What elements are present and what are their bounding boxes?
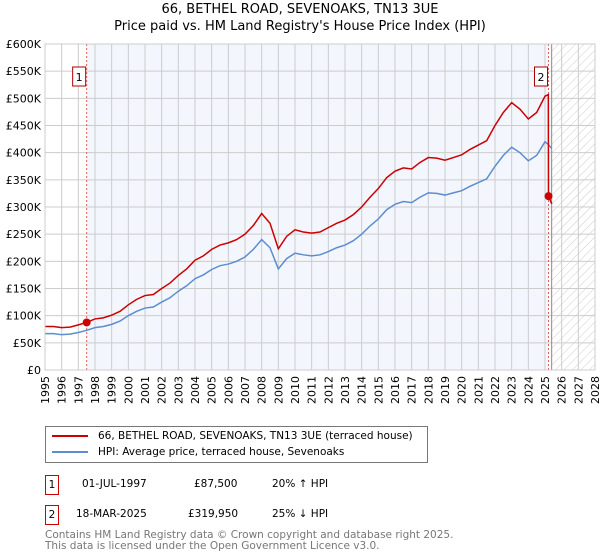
transaction-badge: 1 [45, 475, 59, 495]
y-tick-label: £450K [6, 120, 42, 133]
property-price-line [45, 93, 553, 329]
x-tick-label: 2000 [122, 376, 135, 404]
transaction-badge: 2 [45, 505, 59, 525]
chart-subtitle: Price paid vs. HM Land Registry's House … [114, 19, 486, 34]
hpi-line [45, 140, 553, 336]
x-tick-label: 2023 [506, 376, 519, 404]
x-tick-label: 2010 [289, 376, 302, 404]
footer-licence: This data is licensed under the Open Gov… [45, 540, 380, 552]
sale-label-box [72, 66, 87, 87]
footer-copyright: Contains HM Land Registry data © Crown c… [45, 529, 454, 541]
transaction-row: 2 18-MAR-2025 £319,950 25% ↓ HPI [45, 505, 445, 525]
x-tick-label: 2026 [556, 376, 569, 404]
sale-point [544, 192, 553, 201]
x-tick-label: 2011 [306, 376, 319, 404]
price-chart: 1995 1996 1997 1998 1999 2000 2001 2002 2003 2004… [6, 38, 600, 404]
transaction-date: 18-MAR-2025 [76, 508, 147, 520]
legend-swatch-red [52, 435, 88, 437]
x-tick-label: 1999 [106, 376, 119, 404]
y-tick-label: £600K [6, 38, 42, 51]
x-tick-label: 2012 [322, 376, 335, 404]
x-tick-label: 2020 [456, 376, 469, 404]
y-tick-label: £150K [6, 283, 42, 296]
y-tick-label: £50K [13, 337, 42, 350]
y-tick-label: £200K [6, 255, 42, 268]
x-tick-label: 2021 [472, 376, 485, 404]
chart-legend: 66, BETHEL ROAD, SEVENOAKS, TN13 3UE (te… [45, 426, 428, 463]
legend-item-hpi: HPI: Average price, terraced house, Seve… [52, 446, 344, 458]
x-tick-label: 2015 [372, 376, 385, 404]
x-tick-label: 2008 [256, 376, 269, 404]
sale-point [82, 318, 91, 327]
x-tick-label: 2014 [356, 376, 369, 404]
sale-label: 1 [76, 71, 83, 84]
transaction-hpi: 20% ↑ HPI [272, 478, 329, 490]
x-tick-label: 2005 [206, 376, 219, 404]
legend-swatch-blue [52, 451, 88, 453]
legend-label-property: 66, BETHEL ROAD, SEVENOAKS, TN13 3UE (te… [98, 430, 413, 442]
x-tick-label: 2025 [539, 376, 552, 404]
x-tick-label: 1995 [39, 376, 52, 404]
y-tick-label: £250K [6, 228, 42, 241]
transaction-date: 01-JUL-1997 [82, 478, 147, 490]
x-tick-label: 2007 [239, 376, 252, 404]
chart-title: 66, BETHEL ROAD, SEVENOAKS, TN13 3UE [161, 2, 439, 17]
y-tick-label: £350K [6, 174, 42, 187]
legend-label-hpi: HPI: Average price, terraced house, Seve… [98, 446, 345, 458]
x-tick-label: 2009 [272, 376, 285, 404]
sale-label: 2 [538, 71, 545, 84]
sale-label-box [534, 66, 548, 87]
plot-border [44, 43, 596, 371]
x-tick-label: 2006 [222, 376, 235, 404]
y-tick-label: £400K [6, 147, 42, 160]
y-tick-label: £550K [6, 65, 42, 78]
x-tick-label: 2028 [589, 376, 600, 404]
x-tick-label: 2022 [489, 376, 502, 404]
x-tick-label: 2013 [339, 376, 352, 404]
x-tick-label: 2018 [422, 376, 435, 404]
x-tick-label: 2003 [172, 376, 185, 404]
transaction-price: £319,950 [188, 508, 239, 520]
x-tick-label: 2004 [189, 376, 202, 404]
y-tick-label: £100K [6, 310, 42, 323]
x-tick-label: 2024 [522, 376, 535, 404]
y-tick-label: £500K [6, 92, 42, 105]
legend-item-property: 66, BETHEL ROAD, SEVENOAKS, TN13 3UE (te… [52, 430, 413, 442]
transaction-price: £87,500 [194, 478, 238, 490]
x-tick-label: 2001 [139, 376, 152, 404]
x-tick-label: 2027 [572, 376, 585, 404]
transaction-row: 1 01-JUL-1997 £87,500 20% ↑ HPI [45, 475, 445, 495]
x-tick-label: 2017 [406, 376, 419, 404]
transaction-hpi: 25% ↓ HPI [272, 508, 329, 520]
y-tick-label: £0 [27, 364, 41, 377]
x-tick-label: 1996 [56, 376, 69, 404]
x-tick-label: 1997 [72, 376, 85, 404]
x-tick-label: 1998 [89, 376, 102, 404]
x-tick-label: 2019 [439, 376, 452, 404]
y-tick-label: £300K [6, 201, 42, 214]
x-tick-label: 2002 [156, 376, 169, 404]
x-tick-label: 2016 [389, 376, 402, 404]
